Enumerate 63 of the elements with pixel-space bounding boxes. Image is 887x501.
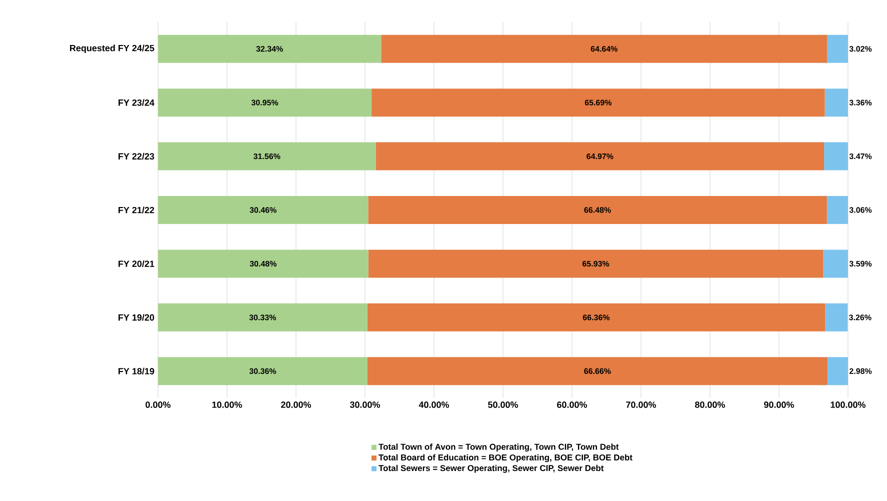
data-label: 30.33%: [249, 314, 276, 320]
y-tick-label: FY 20/21: [118, 260, 154, 268]
data-label: 3.36%: [849, 100, 872, 106]
x-tick-label: 80.00%: [695, 402, 726, 408]
data-label: 65.69%: [584, 100, 612, 106]
y-tick-label: FY 22/23: [118, 152, 154, 160]
y-tick-label: FY 18/19: [118, 368, 154, 374]
y-tick-label: FY 23/24: [118, 99, 154, 106]
bar: [827, 357, 848, 386]
y-tick-label: FY 21/22: [118, 206, 154, 214]
x-tick-label: 50.00%: [488, 402, 518, 408]
data-label: 30.48%: [250, 260, 277, 267]
bar: [824, 142, 848, 170]
x-tick-label: 70.00%: [626, 402, 656, 408]
data-label: 3.26%: [849, 314, 872, 320]
data-label: 64.97%: [586, 153, 614, 160]
data-label: 66.36%: [582, 314, 610, 320]
x-tick-label: 90.00%: [764, 402, 794, 408]
legend-label: Total Sewers = Sewer Operating, Sewer CIP, Sewer Debt: [378, 464, 604, 473]
bar: [368, 250, 824, 278]
bar: [824, 88, 848, 117]
bar: [367, 357, 828, 386]
data-label: 3.59%: [849, 260, 872, 267]
y-tick-label: Requested FY 24/25: [70, 44, 154, 54]
x-tick-label: 100.00%: [830, 402, 866, 408]
bar: [376, 142, 824, 170]
bar: [823, 250, 848, 278]
x-tick-label: 40.00%: [418, 402, 450, 408]
bar: [158, 357, 368, 386]
legend-label: Total Town of Avon = Town Operating, Town CIP, Town Debt: [378, 444, 619, 452]
x-tick-label: 10.00%: [212, 402, 242, 408]
data-label: 3.06%: [849, 207, 872, 213]
bar: [158, 88, 372, 117]
x-tick-label: 20.00%: [281, 402, 312, 408]
bar: [381, 34, 828, 63]
data-label: 31.56%: [254, 153, 280, 160]
data-label: 65.93%: [582, 260, 610, 267]
bar: [158, 142, 376, 170]
bar: [158, 250, 368, 278]
data-label: 30.95%: [251, 100, 278, 106]
data-label: 32.34%: [256, 46, 283, 52]
bar: [826, 196, 848, 224]
data-label: 64.64%: [590, 46, 618, 52]
legend-label: Total Board of Education = BOE Operating, BOE CIP, BOE Debt: [378, 454, 632, 462]
bar: [158, 34, 382, 63]
bar: [825, 303, 848, 332]
x-tick-label: 0.00%: [146, 402, 171, 408]
x-tick-label: 60.00%: [557, 402, 588, 408]
data-label: 3.47%: [849, 153, 872, 160]
bar: [368, 196, 827, 224]
bar: [158, 196, 368, 224]
data-label: 66.66%: [584, 368, 611, 374]
data-label: 66.48%: [584, 207, 611, 213]
data-label: 30.36%: [249, 368, 276, 374]
data-label: 2.98%: [849, 368, 872, 374]
bar: [827, 34, 848, 63]
data-label: 30.46%: [250, 207, 276, 213]
data-label: 3.02%: [849, 46, 872, 52]
x-tick-label: 30.00%: [350, 402, 380, 408]
bar: [367, 303, 826, 332]
bar: [372, 88, 825, 117]
bar: [158, 303, 368, 332]
y-tick-label: FY 19/20: [118, 314, 154, 321]
